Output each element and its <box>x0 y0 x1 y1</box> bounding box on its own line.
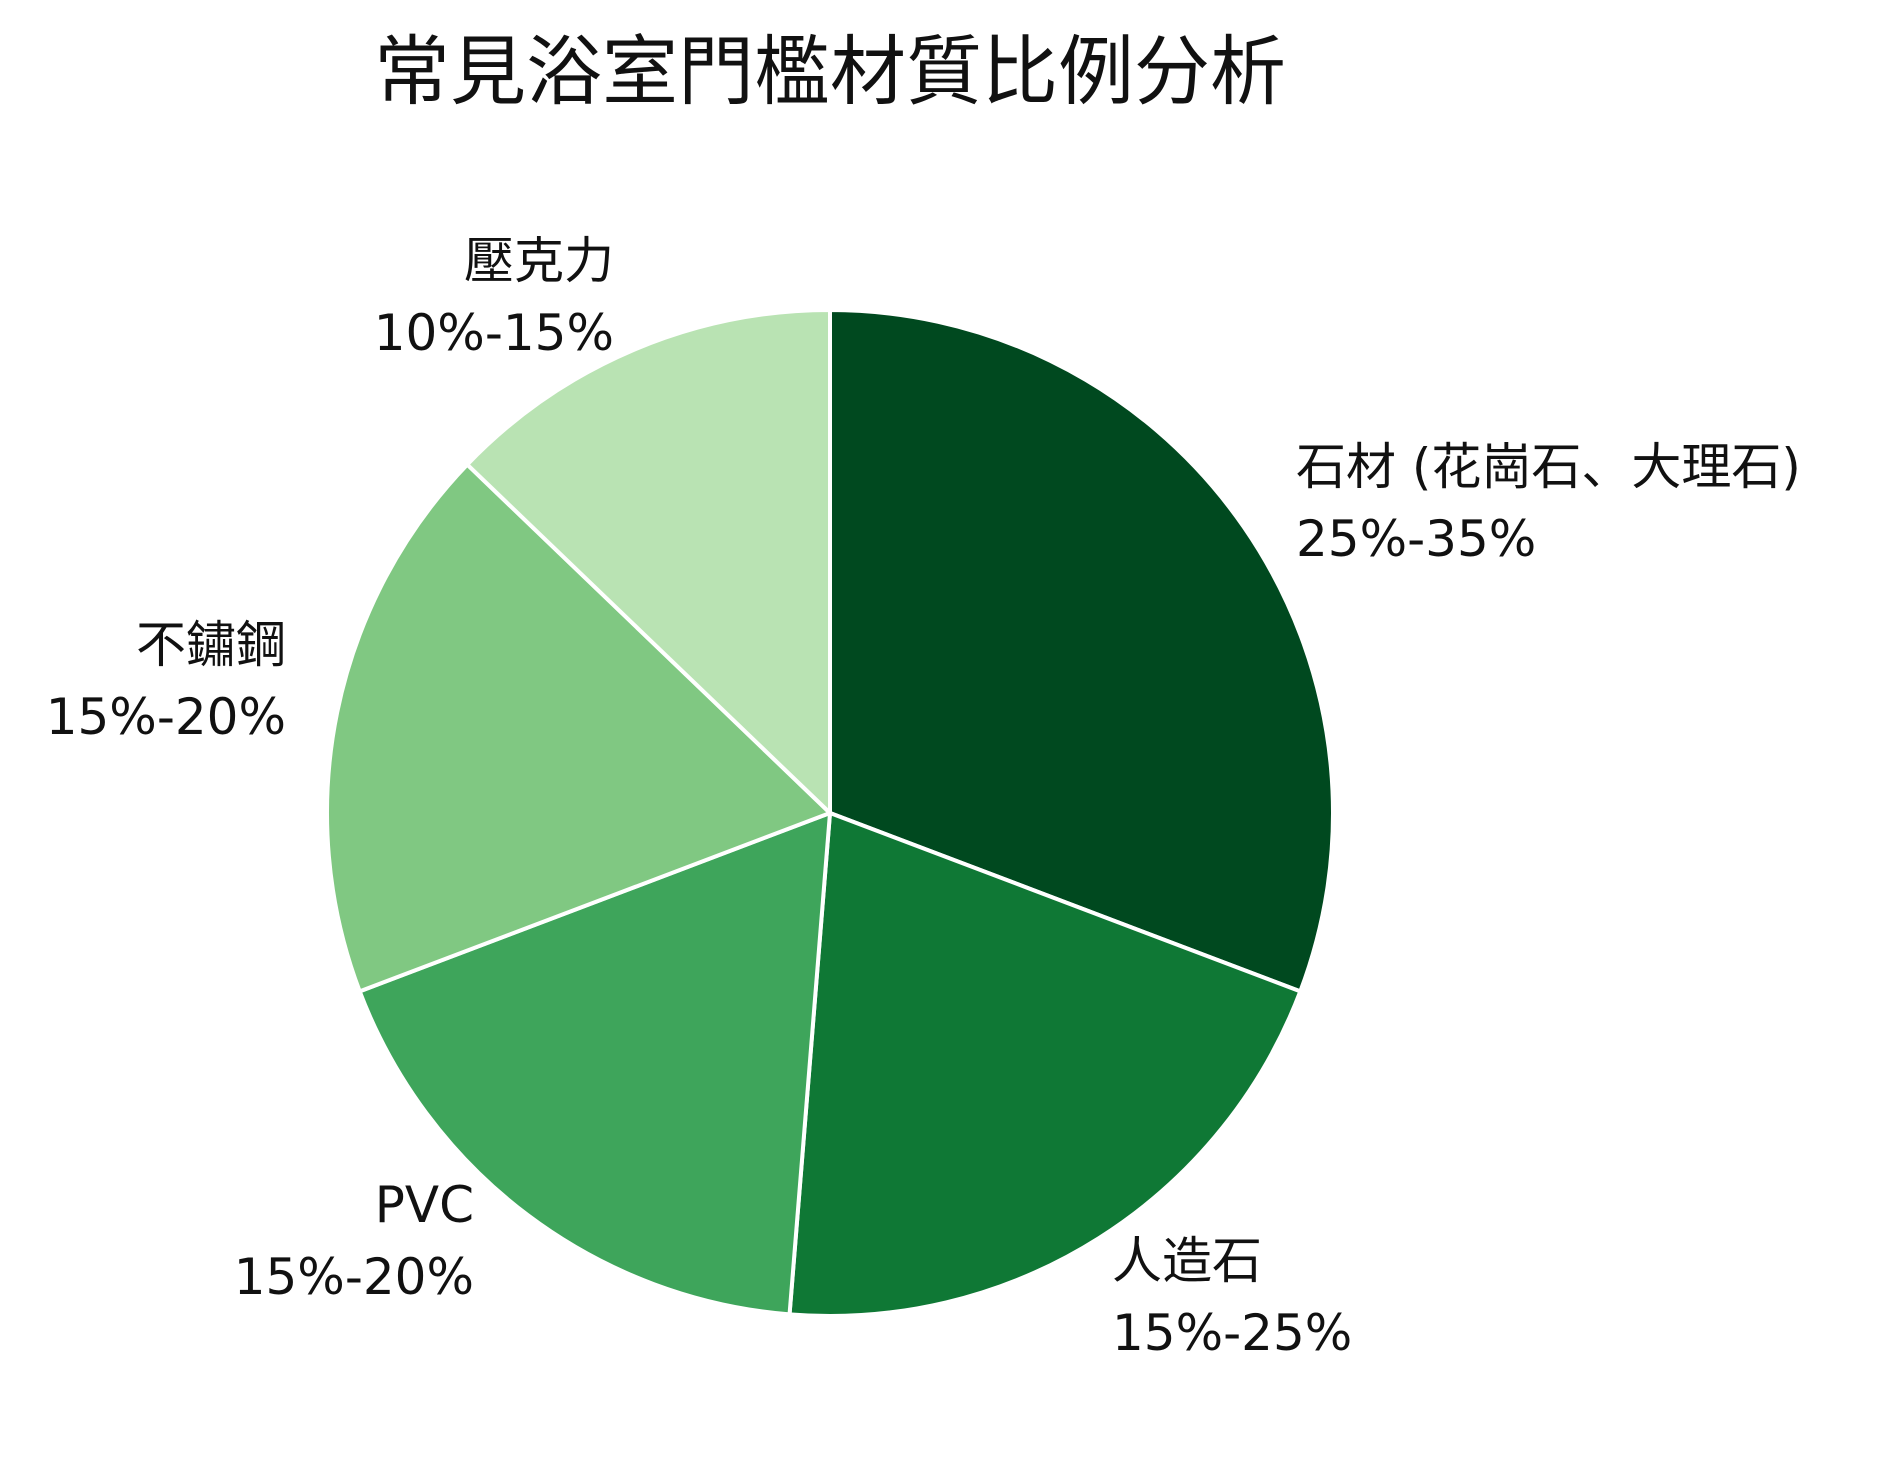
slice-label-5: 壓克力 <box>464 232 614 290</box>
pie-slice-4 <box>325 462 832 994</box>
slice-range-label-3: 15%-20% <box>234 1248 474 1306</box>
slice-labels: 石材 (花崗石、大理石) 25%-35% 人造石 15%-25% PVC 15%-20% 不… <box>46 232 1801 1362</box>
slice-label-1: 石材 (花崗石、大理石) <box>1296 438 1801 496</box>
slice-range-label-5: 10%-15% <box>374 304 614 362</box>
slice-range-label-1: 25%-35% <box>1296 510 1536 568</box>
slice-label-2: 人造石 <box>1112 1232 1262 1290</box>
slice-range-label-2: 15%-25% <box>1112 1304 1352 1362</box>
chart-title: 常見浴室門檻材質比例分析 <box>374 27 1286 116</box>
pie-slice-5 <box>465 308 832 815</box>
pie-slice-1 <box>828 308 1335 994</box>
pie-slice-3 <box>357 811 832 1317</box>
pie-slices <box>325 308 1335 1318</box>
slice-label-3: PVC <box>375 1176 474 1234</box>
slice-range-label-4: 15%-20% <box>46 688 286 746</box>
slice-label-4: 不鏽鋼 <box>136 616 286 674</box>
pie-slice-2 <box>787 811 1303 1318</box>
